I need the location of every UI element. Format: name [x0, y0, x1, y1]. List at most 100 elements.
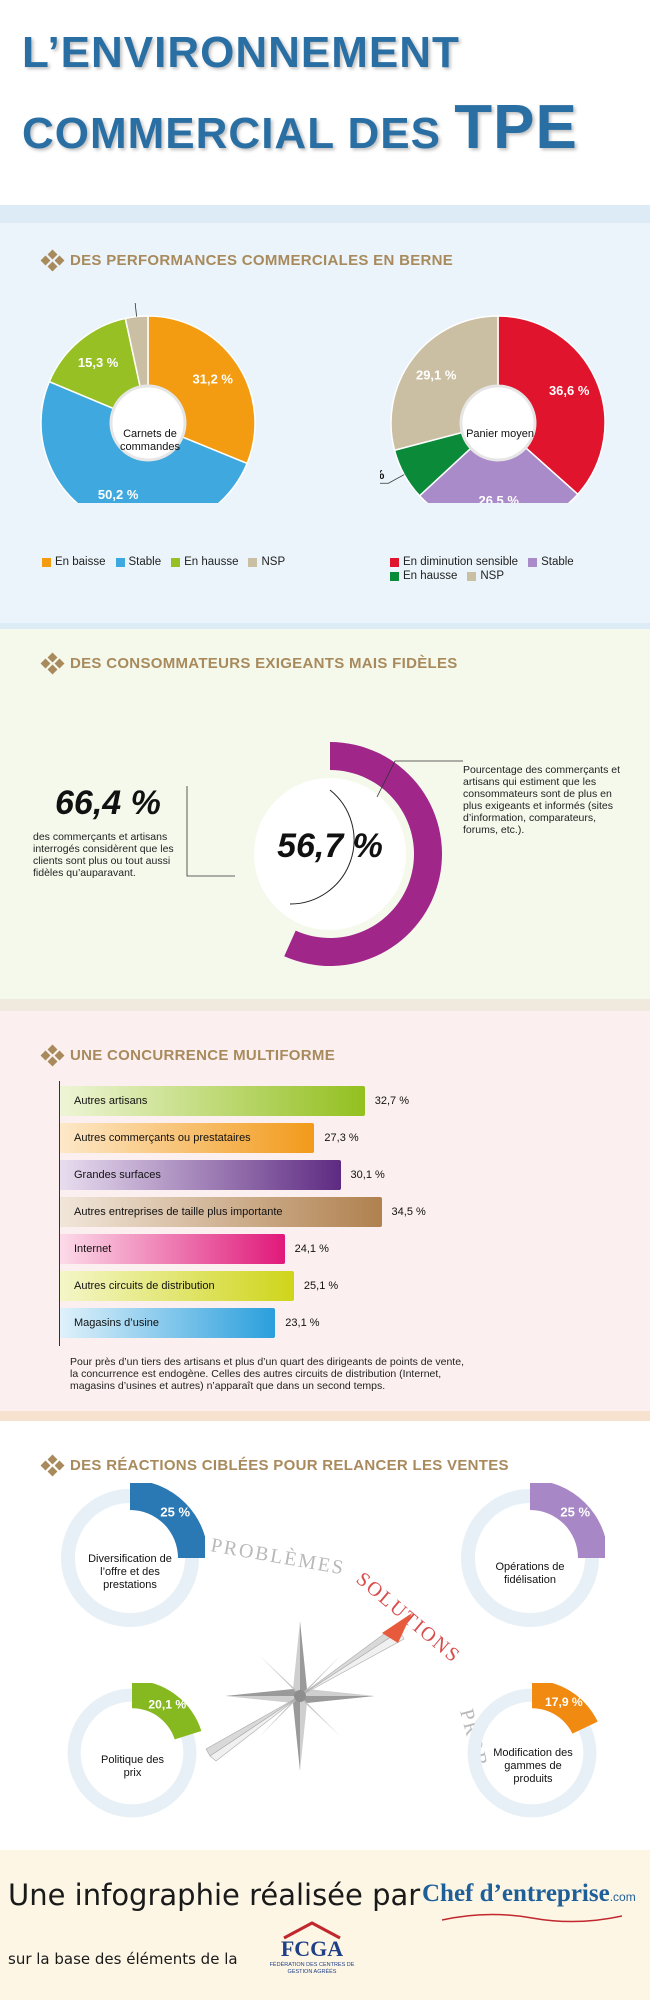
donut-inner [82, 1510, 178, 1606]
legend-item: NSP [467, 570, 504, 582]
legend-label: Stable [541, 556, 574, 568]
bar-value-label: 27,3 % [324, 1132, 359, 1144]
donut-value-label: 17,9 % [545, 1695, 583, 1709]
bar: Autres artisans [60, 1086, 365, 1116]
pie-carnets: 31,2 %50,2 %15,3 %3,4 % [40, 303, 256, 503]
brand-name: Chef d’entreprise [422, 1880, 610, 1907]
fcga-logo: FCGA FÉDÉRATION DES CENTRES DE GESTION A… [262, 1920, 362, 1976]
legend-swatch [390, 571, 399, 581]
footer-credit: Une infographie réalisée par [8, 1878, 421, 1912]
header-divider [0, 205, 650, 223]
donut-inner [487, 1708, 577, 1798]
bar-row: Autres artisans 32,7 % [60, 1086, 409, 1116]
legend-label: En hausse [184, 556, 239, 568]
compass-rose [225, 1621, 375, 1771]
legend-panier: En diminution sensible Stable En hausse … [390, 556, 590, 582]
ring-arc [284, 742, 442, 966]
bar: Autres circuits de distribution [60, 1271, 294, 1301]
legend-swatch [248, 557, 258, 567]
section-title-text: DES PERFORMANCES COMMERCIALES EN BERNE [70, 251, 454, 269]
ring-value: 56,7 % [277, 827, 383, 865]
bar: Autres entreprises de taille plus import… [60, 1197, 382, 1227]
bar: Grandes surfaces [60, 1160, 341, 1190]
pie-slice-label: 50,2 % [98, 487, 139, 502]
legend-item: Stable [115, 556, 161, 568]
page-header: L’ENVIRONNEMENT COMMERCIAL DES TPE [0, 0, 650, 205]
pie-slice-label: 26,5 % [478, 493, 519, 503]
section-consommateurs: DES CONSOMMATEURS EXIGEANTS MAIS FIDÈLES… [0, 629, 650, 999]
donut-diversification: 25 % [61, 1483, 205, 1627]
bar-value-label: 25,1 % [303, 1280, 339, 1292]
pie-center [459, 384, 537, 462]
legend-item: En diminution sensible [390, 556, 518, 568]
fcga-name: FCGA [280, 1936, 344, 1961]
diamonds-icon [40, 652, 65, 675]
donut-fidelisation-label: Opérations de fidélisation [495, 1561, 565, 1586]
bar-value-label: 23,1 % [285, 1317, 320, 1329]
bar-row: Autres commerçants ou prestataires 27,3 % [60, 1123, 359, 1153]
legend-item: En hausse [390, 570, 457, 582]
legend-swatch [42, 557, 51, 567]
word-problemes: PROBLÈMES [209, 1533, 347, 1579]
section-title: DES RÉACTIONS CIBLÉES POUR RELANCER LES … [40, 1454, 509, 1477]
diamonds-icon [40, 1454, 65, 1477]
title-line-2-b: TPE [454, 93, 578, 162]
donut-slice [130, 1483, 205, 1558]
legend-item: Stable [528, 556, 574, 568]
ring-description: Pourcentage des commerçants et artisans … [463, 764, 620, 836]
bar: Magasins d’usine [60, 1308, 276, 1338]
bar-row: Autres entreprises de taille plus import… [60, 1197, 426, 1227]
diamonds-icon [40, 249, 65, 272]
donut-slice [530, 1483, 605, 1558]
legend-swatch [171, 557, 181, 567]
section-title: DES CONSOMMATEURS EXIGEANTS MAIS FIDÈLES [40, 652, 458, 675]
pie-panier: 36,6 % 26,5 % 7,8 % 29,1 % [380, 315, 606, 503]
legend-swatch [528, 557, 538, 567]
fcga-roof-icon [283, 1921, 341, 1940]
footer: Une infographie réalisée par Chef d’entr… [0, 1850, 650, 2000]
brand-suffix: .com [609, 1890, 636, 1904]
pie-center [109, 384, 187, 462]
donut-fidelisation: 25 % [461, 1483, 605, 1627]
section-concurrence: UNE CONCURRENCE MULTIFORME Autres artisa… [0, 1011, 650, 1411]
ring-exigeants [254, 742, 442, 966]
fcga-subtitle: FÉDÉRATION DES CENTRES DE GESTION AGRÉÉS [269, 1962, 355, 1975]
bar-row: Magasins d’usine 23,1 % [60, 1308, 320, 1338]
divider [0, 1411, 650, 1421]
bar-value-label: 24,1 % [294, 1243, 329, 1255]
legend-item: En hausse [171, 556, 238, 568]
legend-label: NSP [261, 556, 286, 568]
title-line-2: COMMERCIAL DES TPE [22, 92, 578, 163]
bar-value-label: 30,1 % [350, 1169, 385, 1181]
connector-left [186, 786, 235, 877]
donut-slice [132, 1683, 202, 1740]
section-performances: DES PERFORMANCES COMMERCIALES EN BERNE 3… [0, 223, 650, 623]
ring-inner-line [289, 789, 355, 905]
pie-slice-label: 15,3 % [78, 355, 119, 370]
donut-inner [87, 1708, 177, 1798]
legend-label: En hausse [403, 570, 458, 582]
title-line-1: L’ENVIRONNEMENT [22, 28, 460, 77]
pie-panier-center-label: Panier moyen [466, 428, 534, 440]
section-title-text: UNE CONCURRENCE MULTIFORME [70, 1046, 336, 1064]
bar-row: Autres circuits de distribution 25,1 % [60, 1271, 338, 1301]
pie-slice-label: 31,2 % [193, 372, 234, 387]
pie-leader-line [134, 303, 138, 317]
divider [0, 623, 650, 629]
bar: Internet [60, 1234, 285, 1264]
compass-illustration: PROBLÈMES SOLUTIONS PROB [205, 1533, 490, 1771]
section-title-text: DES RÉACTIONS CIBLÉES POUR RELANCER LES … [70, 1456, 509, 1474]
diamonds-icon [40, 1044, 65, 1067]
pie-slice-label: 7,8 % [380, 467, 385, 482]
brand-logo: Chef d’entreprise.com [422, 1880, 636, 1923]
section-title: DES PERFORMANCES COMMERCIALES EN BERNE [40, 249, 454, 272]
bar-axis [59, 1081, 60, 1346]
bar: Autres commerçants ou prestataires [60, 1123, 315, 1153]
legend-swatch [467, 571, 477, 581]
bar-value-label: 34,5 % [391, 1206, 426, 1218]
pie-leader-line [380, 474, 405, 484]
compass-needle [205, 1613, 412, 1762]
donut-prix-label: Politique des prix [101, 1754, 164, 1779]
donut-value-label: 20,1 % [148, 1698, 186, 1712]
pie-slice-label: 29,1 % [416, 367, 457, 382]
